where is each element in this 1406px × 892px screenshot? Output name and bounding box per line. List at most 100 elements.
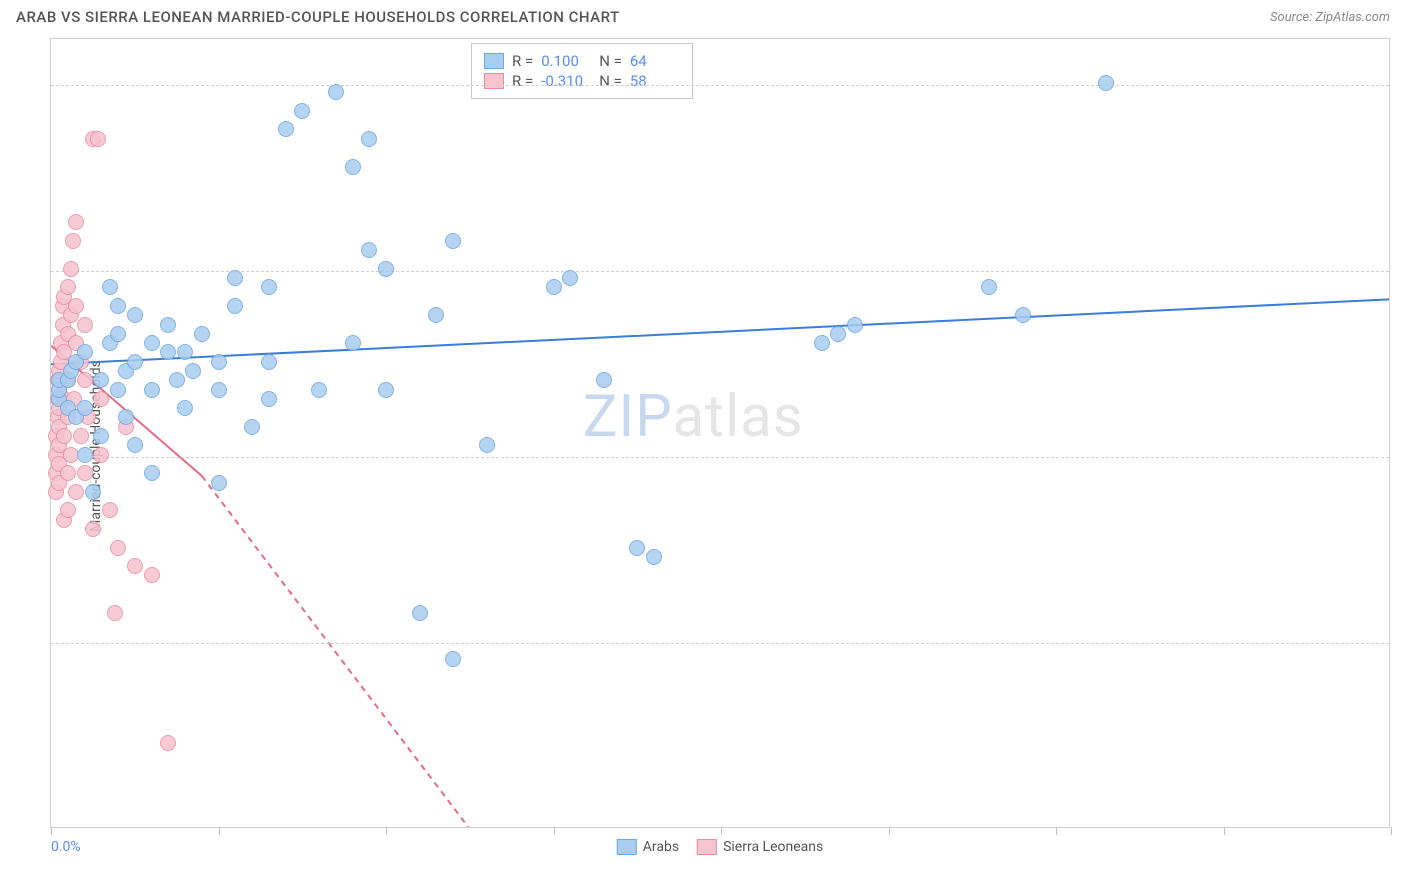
scatter-point-arab <box>144 465 160 481</box>
scatter-point-sl <box>56 428 72 444</box>
scatter-point-arab <box>77 344 93 360</box>
scatter-point-arab <box>294 103 310 119</box>
scatter-point-arab <box>211 382 227 398</box>
scatter-point-arab <box>629 540 645 556</box>
scatter-point-sl <box>60 465 76 481</box>
scatter-point-arab <box>261 391 277 407</box>
scatter-point-arab <box>244 419 260 435</box>
x-tick <box>889 827 890 835</box>
square-icon <box>617 839 637 855</box>
scatter-point-arab <box>127 307 143 323</box>
x-tick-label: 0.0% <box>51 839 81 855</box>
scatter-point-arab <box>177 400 193 416</box>
scatter-point-arab <box>646 549 662 565</box>
scatter-point-arab <box>144 335 160 351</box>
scatter-point-arab <box>185 363 201 379</box>
scatter-point-sl <box>127 558 143 574</box>
chart-title: ARAB VS SIERRA LEONEAN MARRIED-COUPLE HO… <box>16 8 620 26</box>
scatter-point-arab <box>562 270 578 286</box>
scatter-point-arab <box>328 84 344 100</box>
scatter-point-arab <box>85 484 101 500</box>
scatter-point-arab <box>378 382 394 398</box>
scatter-point-arab <box>830 326 846 342</box>
scatter-point-arab <box>194 326 210 342</box>
scatter-point-sl <box>77 317 93 333</box>
stats-legend: R = 0.100 N = 64 R = -0.310 N = 58 <box>471 43 693 99</box>
gridline <box>51 85 1389 86</box>
square-icon <box>697 839 717 855</box>
scatter-point-arab <box>981 279 997 295</box>
scatter-point-arab <box>847 317 863 333</box>
scatter-point-arab <box>227 298 243 314</box>
scatter-point-arab <box>102 279 118 295</box>
scatter-point-sl <box>77 465 93 481</box>
scatter-point-arab <box>110 326 126 342</box>
scatter-point-arab <box>596 372 612 388</box>
scatter-point-arab <box>93 372 109 388</box>
scatter-point-arab <box>211 354 227 370</box>
legend-item-arabs: Arabs <box>617 839 679 855</box>
x-tick <box>1224 827 1225 835</box>
scatter-point-arab <box>110 382 126 398</box>
scatter-point-arab <box>177 344 193 360</box>
scatter-point-arab <box>118 409 134 425</box>
scatter-point-sl <box>73 428 89 444</box>
scatter-point-sl <box>60 279 76 295</box>
scatter-point-arab <box>127 437 143 453</box>
scatter-point-arab <box>311 382 327 398</box>
scatter-point-arab <box>361 242 377 258</box>
scatter-point-sl <box>93 391 109 407</box>
x-tick <box>51 827 52 835</box>
scatter-point-arab <box>361 131 377 147</box>
scatter-point-arab <box>211 475 227 491</box>
scatter-point-sl <box>85 521 101 537</box>
scatter-point-sl <box>93 447 109 463</box>
square-icon <box>484 53 504 69</box>
x-tick <box>1391 827 1392 835</box>
x-tick <box>1056 827 1057 835</box>
scatter-point-arab <box>345 159 361 175</box>
scatter-point-sl <box>144 567 160 583</box>
scatter-point-arab <box>144 382 160 398</box>
gridline <box>51 643 1389 644</box>
gridline <box>51 457 1389 458</box>
scatter-point-sl <box>160 735 176 751</box>
stats-legend-row-arabs: R = 0.100 N = 64 <box>484 52 680 70</box>
scatter-point-arab <box>127 354 143 370</box>
scatter-point-sl <box>68 298 84 314</box>
legend-item-sl: Sierra Leoneans <box>697 839 823 855</box>
scatter-point-arab <box>261 354 277 370</box>
scatter-point-arab <box>169 372 185 388</box>
scatter-point-arab <box>814 335 830 351</box>
gridline <box>51 271 1389 272</box>
series-legend: Arabs Sierra Leoneans <box>617 839 823 855</box>
square-icon <box>484 73 504 89</box>
scatter-point-arab <box>1098 75 1114 91</box>
scatter-point-sl <box>77 372 93 388</box>
scatter-point-sl <box>68 484 84 500</box>
x-tick <box>554 827 555 835</box>
scatter-point-arab <box>227 270 243 286</box>
scatter-point-arab <box>445 651 461 667</box>
x-tick <box>219 827 220 835</box>
scatter-point-arab <box>160 317 176 333</box>
scatter-point-arab <box>77 447 93 463</box>
scatter-point-arab <box>345 335 361 351</box>
scatter-point-arab <box>428 307 444 323</box>
scatter-point-arab <box>479 437 495 453</box>
scatter-point-arab <box>1015 307 1031 323</box>
scatter-point-arab <box>93 428 109 444</box>
scatter-point-sl <box>63 261 79 277</box>
stats-legend-row-sl: R = -0.310 N = 58 <box>484 72 680 90</box>
scatter-point-arab <box>77 400 93 416</box>
watermark: ZIPatlas <box>583 383 804 451</box>
x-tick <box>721 827 722 835</box>
x-tick <box>386 827 387 835</box>
scatter-point-sl <box>60 502 76 518</box>
scatter-point-arab <box>378 261 394 277</box>
scatter-point-sl <box>110 540 126 556</box>
scatter-point-arab <box>110 298 126 314</box>
scatter-point-arab <box>546 279 562 295</box>
scatter-point-sl <box>107 605 123 621</box>
scatter-point-arab <box>278 121 294 137</box>
